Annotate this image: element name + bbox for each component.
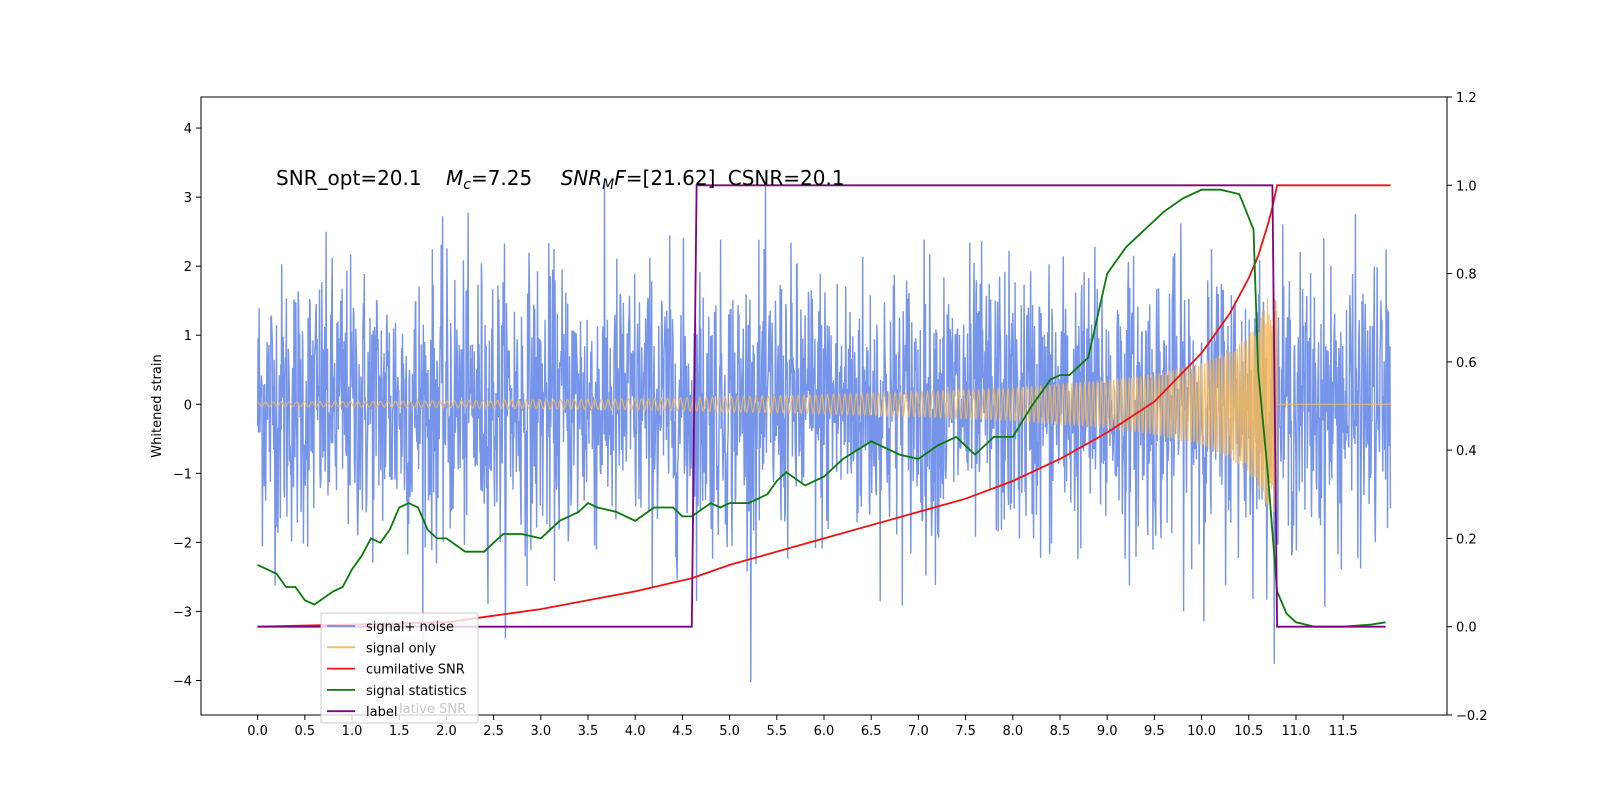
- y-axis-right: −0.2 0.0 0.2 0.4 0.6 0.8 1.0 1.2: [1447, 91, 1488, 724]
- y-axis-left: −4 −3 −2 −1 0 1 2 3 4: [173, 122, 201, 689]
- y-left-tick-label: 1: [184, 329, 192, 344]
- series-cumulative-snr: [257, 184, 1391, 628]
- x-tick-label: 6.5: [861, 724, 882, 739]
- annotation-snrmf-symbol: SNR: [561, 166, 603, 190]
- x-tick-label: 0.5: [294, 724, 315, 739]
- y-right-tick-label: 0.0: [1456, 621, 1477, 636]
- annotation-csnr: CSNR=20.1: [728, 166, 845, 190]
- annotation-snrmf-value: =[21.62]: [626, 166, 716, 190]
- legend-ghost-text: lative SNR: [399, 702, 466, 717]
- annotation: SNR_opt=20.1 Mc=7.25 SNRMF=[21.62] CSNR=…: [276, 166, 845, 193]
- x-tick-label: 1.5: [389, 724, 410, 739]
- y-left-tick-label: 3: [184, 191, 192, 206]
- x-tick-label: 4.0: [625, 724, 646, 739]
- y-left-tick-label: −2: [173, 536, 192, 551]
- y-left-tick-label: 0: [184, 398, 192, 413]
- annotation-snrmf-sub: M: [602, 177, 614, 193]
- x-tick-label: 9.5: [1144, 724, 1165, 739]
- legend-label: signal only: [366, 641, 436, 656]
- series-label: [257, 184, 1386, 628]
- x-axis: 0.0 0.5 1.0 1.5 2.0 2.5 3.0 3.5 4.0 4.5 5.0 5.5 6.0 6…: [247, 715, 1358, 739]
- legend-box: [320, 612, 479, 724]
- x-tick-label: 4.5: [672, 724, 693, 739]
- y-right-tick-label: 1.2: [1456, 91, 1477, 106]
- x-tick-label: 10.5: [1234, 724, 1263, 739]
- x-tick-label: 1.0: [342, 724, 363, 739]
- legend-label: signal statistics: [366, 684, 467, 699]
- x-tick-label: 5.5: [766, 724, 787, 739]
- x-tick-label: 3.0: [530, 724, 551, 739]
- x-tick-label: 8.0: [1002, 724, 1023, 739]
- annotation-mc-symbol: M: [446, 166, 463, 190]
- x-tick-label: 0.0: [247, 724, 268, 739]
- y-left-tick-label: −1: [173, 467, 192, 482]
- x-tick-label: 7.5: [955, 724, 976, 739]
- annotation-mc-sub: c: [463, 177, 471, 193]
- y-right-tick-label: 0.2: [1456, 532, 1477, 547]
- annotation-snr-opt: SNR_opt=20.1: [276, 166, 422, 190]
- annotation-mc-value: =7.25: [471, 166, 532, 190]
- y-left-tick-label: 4: [184, 122, 192, 137]
- x-tick-label: 7.0: [908, 724, 929, 739]
- x-tick-label: 5.0: [719, 724, 740, 739]
- legend-label: cumilative SNR: [366, 663, 465, 678]
- series-signal-only: [257, 297, 1391, 513]
- y-right-tick-label: −0.2: [1456, 709, 1488, 724]
- x-tick-label: 8.5: [1050, 724, 1071, 739]
- y-left-tick-label: −4: [173, 674, 192, 689]
- y-right-tick-label: 0.4: [1456, 444, 1477, 459]
- series-signal-noise: [256, 178, 1392, 683]
- legend-label: label: [366, 705, 397, 720]
- x-tick-label: 11.0: [1281, 724, 1310, 739]
- series-signal-statistics: [257, 188, 1386, 628]
- y-left-tick-label: 2: [184, 260, 192, 275]
- y-left-tick-label: −3: [173, 605, 192, 620]
- legend-label: signal+ noise: [366, 620, 454, 635]
- y-right-tick-label: 0.6: [1456, 356, 1477, 371]
- legend: lative SNR signal+ noise signal only cumil…: [320, 612, 479, 724]
- x-tick-label: 3.5: [578, 724, 599, 739]
- x-tick-label: 10.0: [1187, 724, 1216, 739]
- y-right-tick-label: 0.8: [1456, 268, 1477, 283]
- y-right-tick-label: 1.0: [1456, 179, 1477, 194]
- y-axis-label-left: Whitened strain: [150, 354, 165, 457]
- x-tick-label: 11.5: [1329, 724, 1358, 739]
- x-tick-label: 2.0: [436, 724, 457, 739]
- x-tick-label: 9.0: [1097, 724, 1118, 739]
- x-tick-label: 2.5: [483, 724, 504, 739]
- x-tick-label: 6.0: [814, 724, 835, 739]
- annotation-snrmf-f: F: [614, 166, 626, 190]
